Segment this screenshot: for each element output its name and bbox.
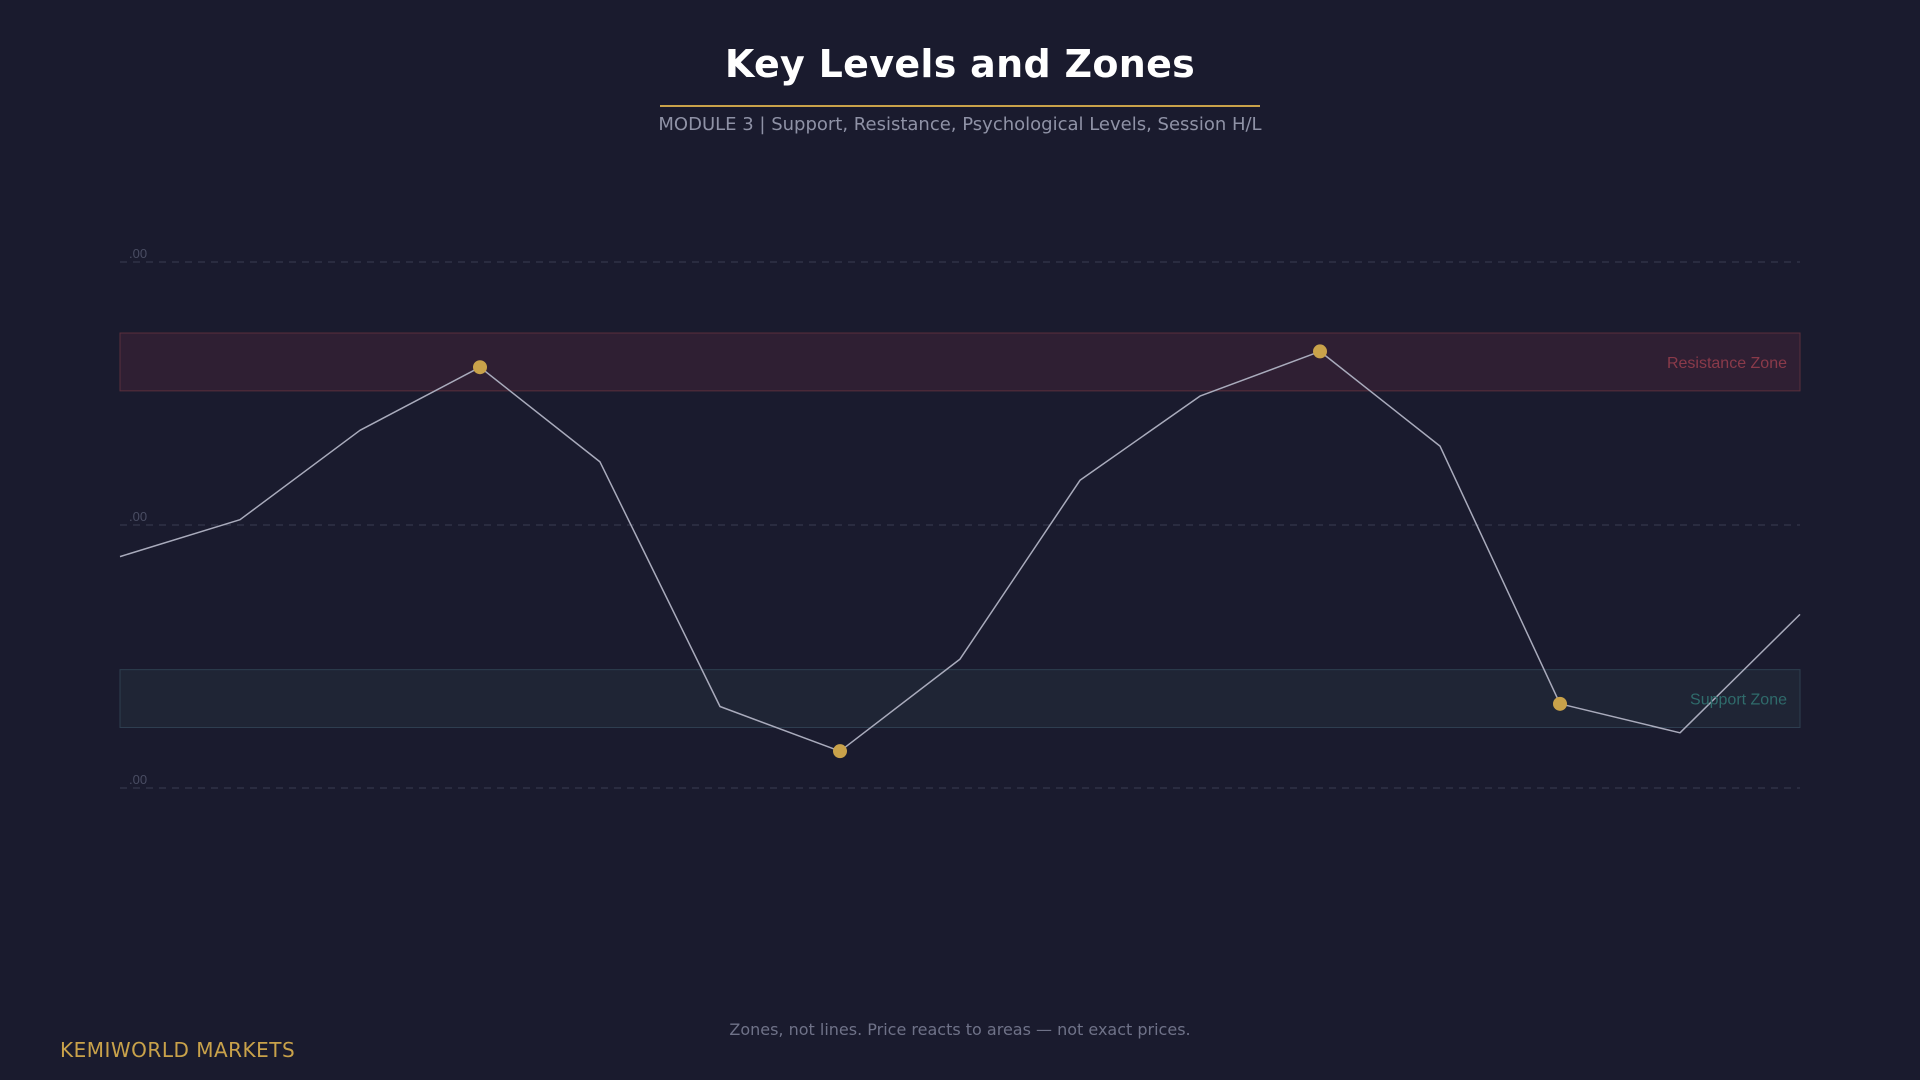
page-title: Key Levels and Zones <box>724 42 1196 86</box>
psychological-level-label: .00 <box>129 246 147 261</box>
zone-touch-point <box>473 360 487 375</box>
zone-touch-point <box>1313 344 1327 359</box>
resistance-zone <box>119 332 1801 392</box>
touch-points <box>473 344 1567 759</box>
zone-touch-point <box>833 744 847 759</box>
footer-note: Zones, not lines. Price reacts to areas … <box>729 1020 1191 1039</box>
page-subtitle: MODULE 3 | Support, Resistance, Psycholo… <box>658 114 1262 135</box>
title-underline <box>660 105 1260 107</box>
resistance-zone-label: Resistance Zone <box>1667 355 1787 372</box>
brand-logo-text: KEMIWORLD MARKETS <box>60 1038 296 1062</box>
zone-labels: Resistance Zone Support Zone <box>1667 355 1787 709</box>
zones <box>119 332 1801 729</box>
price-line-group <box>119 350 1801 752</box>
zone-touch-point <box>1553 696 1567 711</box>
psychological-level-label: .00 <box>129 772 147 787</box>
psychological-levels: .00 .00 .00 <box>120 246 1800 789</box>
key-levels-chart: .00 .00 .00 Resistance Zone Support Zone <box>119 246 1801 789</box>
price-line <box>119 350 1801 752</box>
support-zone-label: Support Zone <box>1690 692 1787 709</box>
support-zone <box>119 669 1801 729</box>
psychological-level-label: .00 <box>129 509 147 524</box>
